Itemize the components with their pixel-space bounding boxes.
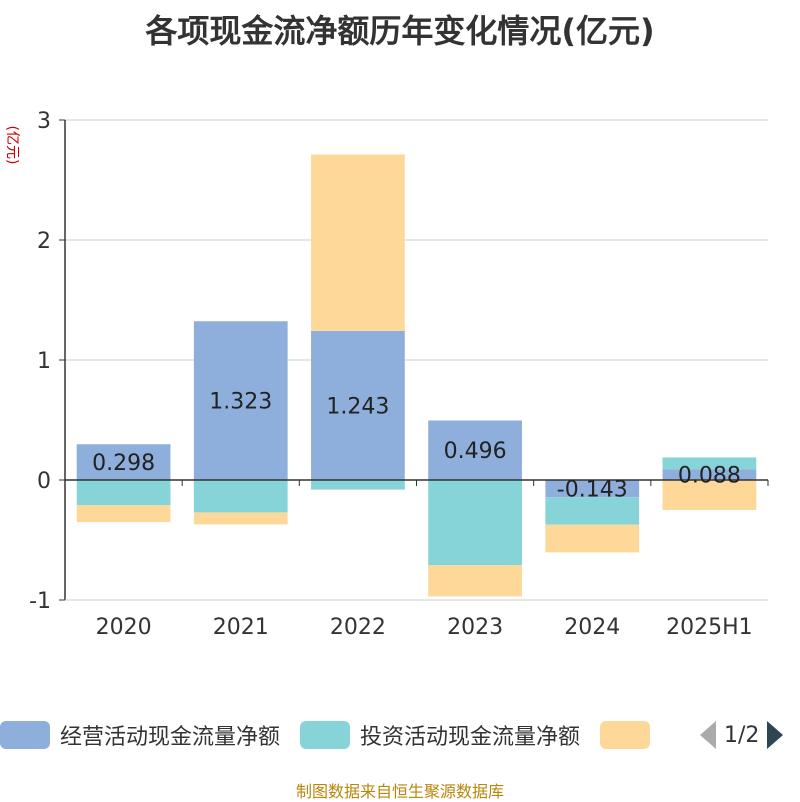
legend-swatch-financing xyxy=(600,721,651,749)
chart-title: 各项现金流净额历年变化情况(亿元) xyxy=(145,12,655,50)
bar-series-1-2021 xyxy=(193,480,288,513)
x-tick-label: 2025H1 xyxy=(666,615,753,640)
source-note: 制图数据来自恒生聚源数据库 xyxy=(295,782,504,801)
bar-series-1-2023 xyxy=(428,480,522,566)
legend-label-investing: 投资活动现金流量净额 xyxy=(360,725,581,750)
bar-series-0-2020 xyxy=(76,444,171,480)
legend-label-operating: 经营活动现金流量净额 xyxy=(60,725,281,750)
legend-item-financing[interactable] xyxy=(600,721,651,749)
bar-series-0-2023 xyxy=(428,420,522,480)
bar-series-2-2024 xyxy=(545,524,640,553)
bar-series-1-2024 xyxy=(545,497,640,525)
bar-series-2-2023 xyxy=(428,565,522,597)
x-tick-label: 2020 xyxy=(96,615,152,640)
bar-series-1-2020 xyxy=(76,480,171,506)
y-tick-label: 1 xyxy=(37,349,51,374)
x-tick-label: 2022 xyxy=(330,615,386,640)
data-label-2025H1: 0.088 xyxy=(678,464,741,489)
y-tick-label: -1 xyxy=(29,589,51,614)
x-tick-label: 2023 xyxy=(447,615,503,640)
stacked-bar-chart: (亿元) -1 0 1 2 3 0.298 1.323 1.243 0.496 -0.143 0.08… xyxy=(4,109,769,640)
legend-prev-arrow-icon[interactable] xyxy=(700,721,716,749)
data-label-2023: 0.496 xyxy=(444,439,507,464)
bar-series-0-2022 xyxy=(311,330,405,480)
data-label-2021: 1.323 xyxy=(209,390,272,415)
x-tick-label: 2021 xyxy=(213,615,269,640)
bar-series-2-2025H1 xyxy=(662,480,757,510)
legend: 经营活动现金流量净额 投资活动现金流量净额 xyxy=(0,718,670,752)
legend-item-operating[interactable]: 经营活动现金流量净额 xyxy=(0,719,280,751)
legend-pager: 1/2 xyxy=(700,718,784,752)
data-label-2022: 1.243 xyxy=(326,394,389,419)
data-label-2020: 0.298 xyxy=(92,451,155,476)
bar-series-1-2025H1 xyxy=(662,457,757,470)
bar-series-2-2022 xyxy=(311,154,405,331)
legend-next-arrow-icon[interactable] xyxy=(767,721,784,749)
legend-item-investing[interactable]: 投资活动现金流量净额 xyxy=(300,719,580,751)
x-tick-label: 2024 xyxy=(564,615,620,640)
data-label-2024: -0.143 xyxy=(557,478,628,503)
legend-swatch-operating xyxy=(0,721,50,749)
bar-series-2-2020 xyxy=(76,505,171,522)
legend-page-indicator: 1/2 xyxy=(724,722,760,748)
bar-series-0-2025H1 xyxy=(662,469,757,480)
legend-swatch-investing xyxy=(300,721,351,749)
bar-series-0-2024 xyxy=(545,480,640,498)
y-tick-label: 3 xyxy=(37,109,51,134)
y-tick-label: 2 xyxy=(37,229,51,254)
bar-series-0-2021 xyxy=(193,321,288,480)
bar-series-2-2021 xyxy=(193,512,288,525)
y-axis-unit-label: (亿元) xyxy=(4,126,20,165)
y-tick-label: 0 xyxy=(37,469,51,494)
bar-series-1-2022 xyxy=(311,480,405,490)
